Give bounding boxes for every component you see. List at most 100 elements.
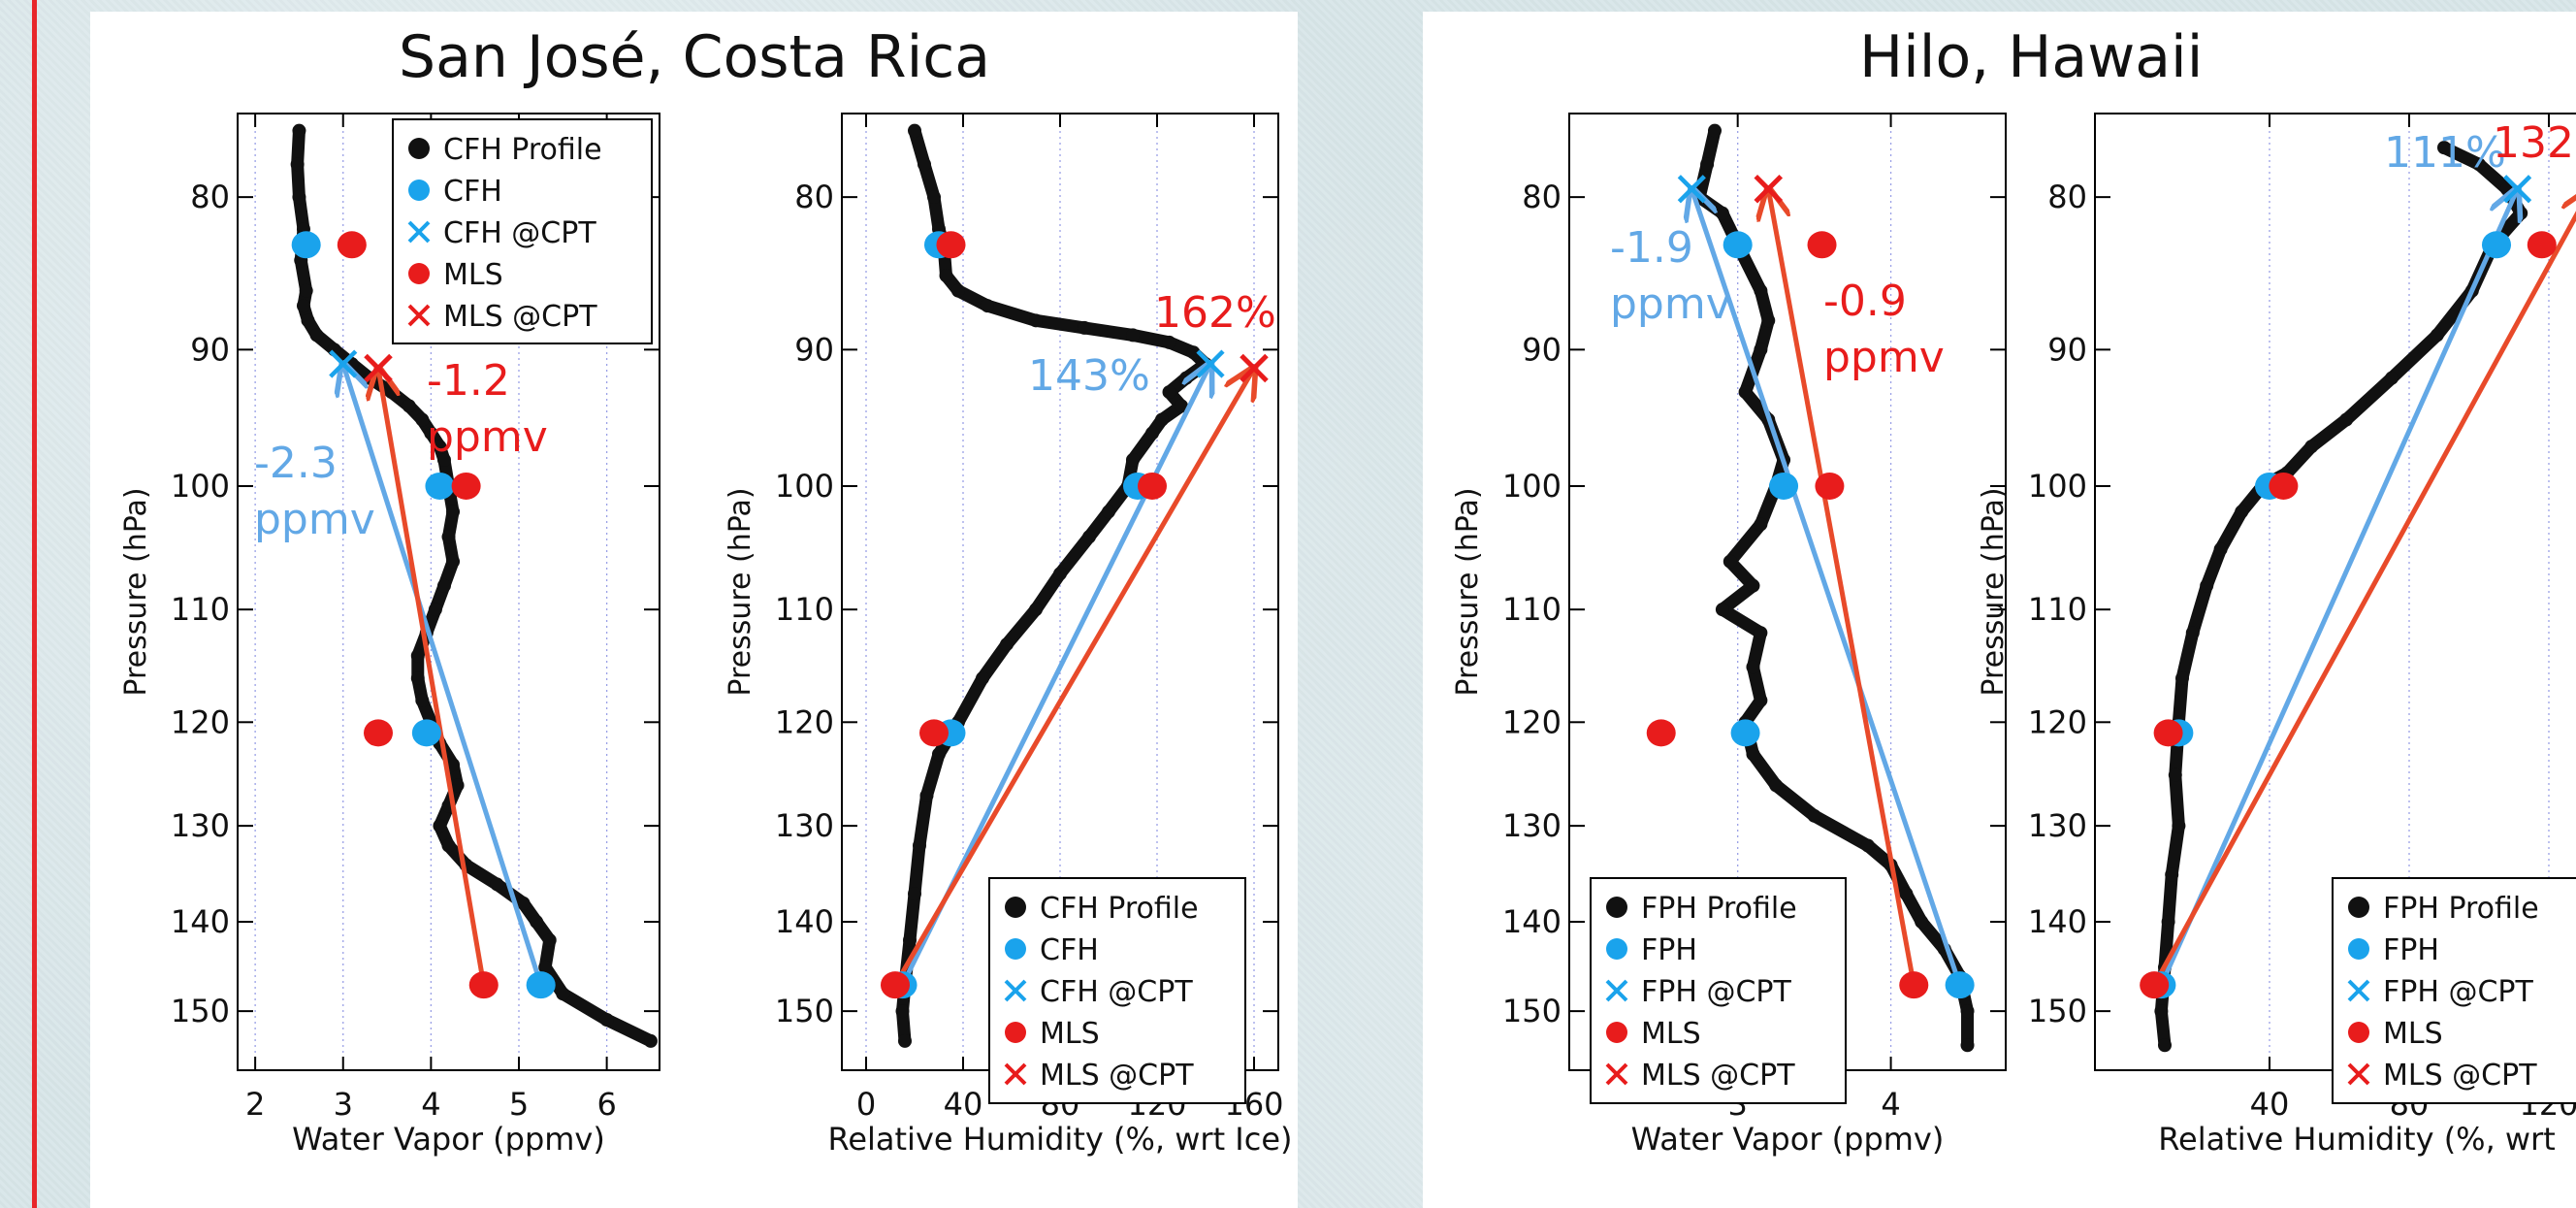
profile-point [2158,1038,2172,1053]
mls-point [337,231,367,259]
sonde-cpt-marker [2503,175,2532,204]
legend-x-marker [1004,979,1027,1002]
profile-point [2200,578,2214,593]
profile-segment [2169,768,2185,833]
legend-dot-marker [408,180,430,201]
profile-segment [2339,372,2399,427]
sonde-point [291,231,321,259]
x-tick-label: 3 [334,1086,353,1123]
legend-entry: FPH @CPT [2383,975,2533,1009]
y-axis-label: Pressure (hPa) [1451,487,1485,696]
legend-entry: CFH @CPT [443,216,596,250]
profile-point [1738,385,1753,400]
y-axis-label: Pressure (hPa) [119,487,153,696]
profile-segment [600,1013,658,1048]
profile-point [446,505,461,519]
y-tick-label: 110 [775,591,834,628]
legend-box [988,877,1246,1104]
mls-point [1899,971,1929,999]
profile-point [1754,343,1768,357]
y-tick-label: 100 [775,468,834,505]
profile-point [643,1033,658,1048]
profile-point [296,299,310,313]
profile-point [1700,157,1715,172]
legend-dot-marker [2348,938,2369,960]
profile-point [2213,542,2228,557]
blue-arrow [343,364,544,986]
profile-point [301,313,315,328]
legend-entry: MLS @CPT [1040,1059,1194,1093]
y-tick-label: 90 [1522,331,1562,368]
legend-x-marker [2347,1062,2370,1086]
profile-point [2161,915,2175,930]
profile-point [2385,371,2399,385]
legend-entry: MLS @CPT [443,300,597,334]
profile-point [1746,660,1760,674]
red-arrow [378,368,487,986]
legend-dot-marker [1606,1022,1627,1043]
profile-point [299,283,313,298]
chart-hilo-relative-humidity: 40801208090100110120130140150Relative Hu… [1977,113,2576,1158]
profile-segment [1000,603,1043,651]
mls-point [2527,231,2557,259]
profile-segment [1808,809,1875,853]
annotation-hilo-rh-blue: 111% [2384,128,2506,178]
legend-dot-marker [2348,897,2369,918]
legend-entry: MLS [1641,1017,1701,1051]
profile-segment [1078,321,1140,342]
legend-entry: CFH [1040,933,1099,967]
sonde-point [425,472,455,500]
profile-point [516,896,531,910]
profile-point [919,788,934,802]
profile-point [1754,693,1768,707]
legend-dot-marker [1005,938,1026,960]
profile-point [2185,626,2200,640]
profile-segment [1029,567,1067,616]
mls-point [1807,231,1837,259]
profile-point [538,960,553,974]
annotation-hilo-wv-blue: -1.9 [1610,223,1693,273]
profile-point [1029,603,1043,617]
profile-point [290,157,305,172]
profile-point [1960,1004,1975,1019]
profile-point [2472,157,2486,172]
y-tick-label: 150 [1502,993,1562,1029]
y-axis-label: Pressure (hPa) [724,487,757,696]
profile-point [450,778,465,793]
profile-segment [920,747,946,802]
profile-point [1162,385,1176,400]
y-tick-label: 90 [2047,331,2087,368]
legend-entry: FPH Profile [2383,892,2539,926]
sonde-point [526,971,556,999]
profile-point [1175,399,1188,413]
legend-entry: CFH Profile [1040,892,1199,926]
sonde-point [1769,472,1799,500]
x-tick-label: 0 [856,1086,876,1123]
legend-x-marker [407,304,431,327]
annotation-hilo-rh-red: 132% [2493,118,2576,168]
profile-point [410,671,425,686]
x-tick-label: 4 [421,1086,440,1123]
x-tick-label: 6 [596,1086,616,1123]
legend-entry: MLS [443,258,503,292]
y-tick-label: 100 [1502,468,1562,505]
legend-entry: MLS @CPT [1641,1059,1795,1093]
profile-point [1102,505,1115,519]
mls-point [919,719,949,747]
y-tick-label: 130 [1502,807,1562,844]
annotation-hilo-wv-blue: ppmv [1610,279,1731,329]
profile-segment [903,887,921,947]
y-tick-label: 110 [171,591,230,628]
red-arrow [2152,189,2576,987]
legend-dot-marker [1606,897,1627,918]
profile-point [1082,530,1096,544]
x-tick-label: 40 [944,1086,983,1123]
profile-point [913,838,926,853]
profile-point [424,426,438,441]
profile-point [918,157,931,172]
legend-dot-marker [2348,1022,2369,1043]
mls-point [2269,472,2299,500]
profile-point [976,671,989,686]
profile-point [542,932,557,947]
